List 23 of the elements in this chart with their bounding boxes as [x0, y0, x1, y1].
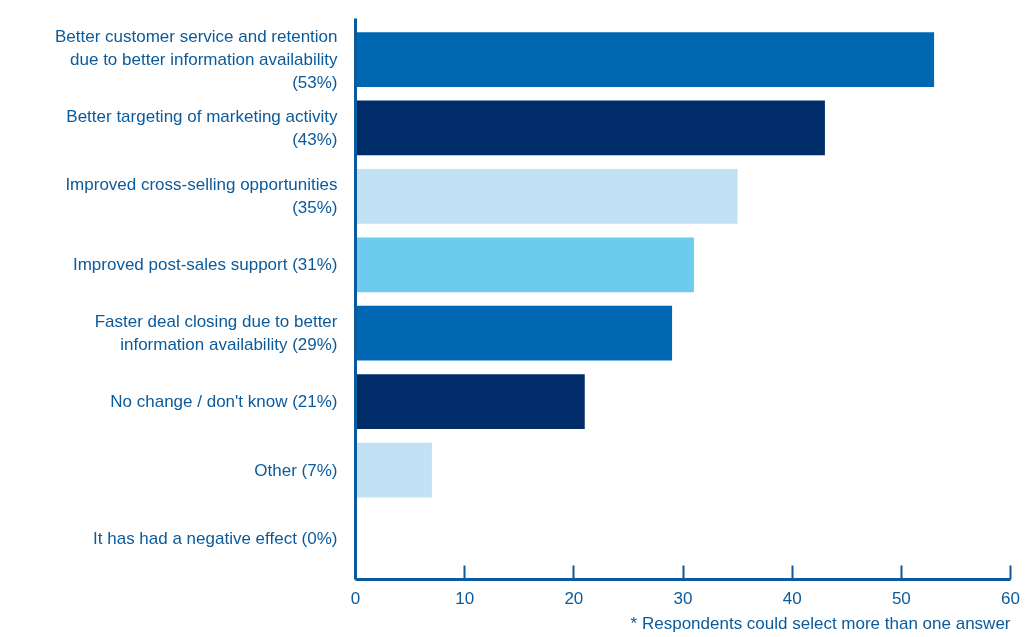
bar — [355, 32, 935, 87]
bar — [355, 374, 585, 429]
text: * Respondents could select more than one answer — [630, 613, 1011, 633]
bar — [355, 100, 825, 156]
y-tick-label: Better targeting of marketing activity (43%) — [66, 107, 338, 149]
x-tick-label: 20 — [564, 588, 584, 608]
y-tick-label: Faster deal closing due to better information availability (29%) — [94, 312, 338, 355]
y-tick-label: No change / don't know (21%) — [110, 392, 338, 412]
y-tick-label: Better customer service and retention due to better information availability (53%) — [54, 27, 338, 92]
x-tick-label: 60 — [1001, 588, 1020, 608]
bar — [355, 305, 673, 361]
bar — [355, 237, 694, 293]
y-tick-label: Other (7%) — [254, 460, 338, 480]
y-tick-label: It has had a negative effect (0%) — [93, 528, 338, 548]
x-tick-label: 0 — [350, 588, 361, 608]
x-tick-label: 40 — [782, 588, 802, 608]
y-tick-label: Improved post-sales support (31%) — [72, 255, 338, 275]
bar — [355, 442, 432, 498]
y-tick-label: Improved cross-selling opportunities (35%) — [65, 175, 338, 218]
x-tick-label: 30 — [673, 588, 693, 608]
x-tick-label: 50 — [891, 588, 911, 608]
bar — [355, 169, 738, 224]
x-tick-label: 10 — [455, 588, 475, 608]
